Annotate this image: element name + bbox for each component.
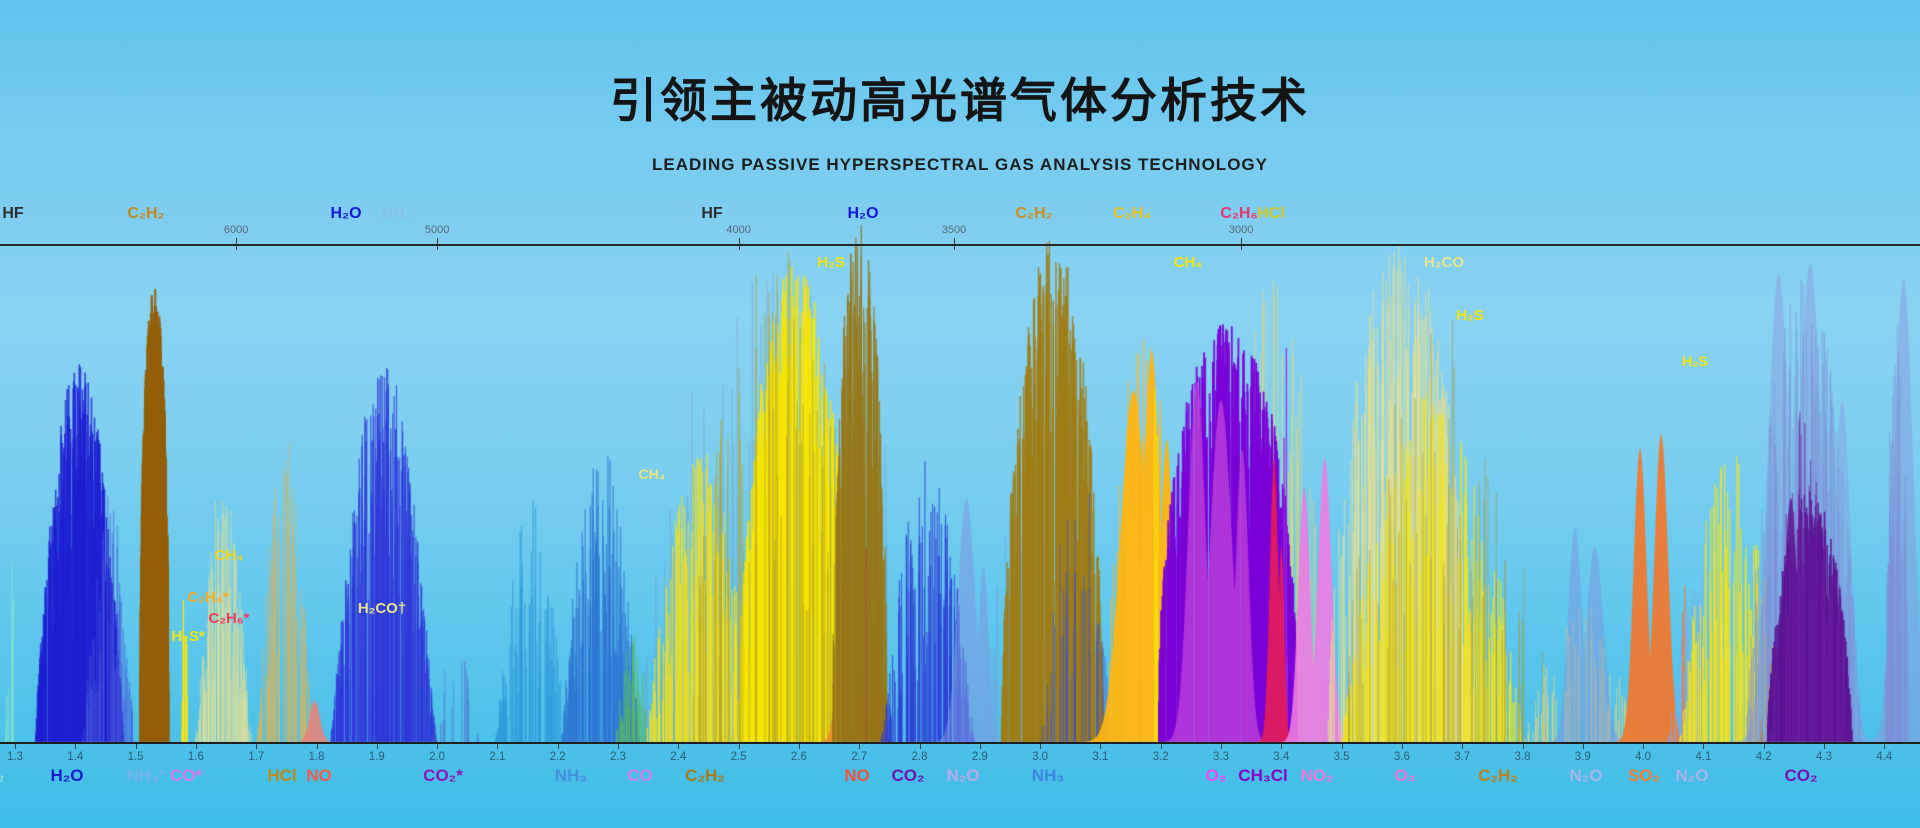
page: 引领主被动高光谱气体分析技术 LEADING PASSIVE HYPERSPEC… [0, 0, 1920, 828]
spectra-canvas [0, 0, 1920, 828]
